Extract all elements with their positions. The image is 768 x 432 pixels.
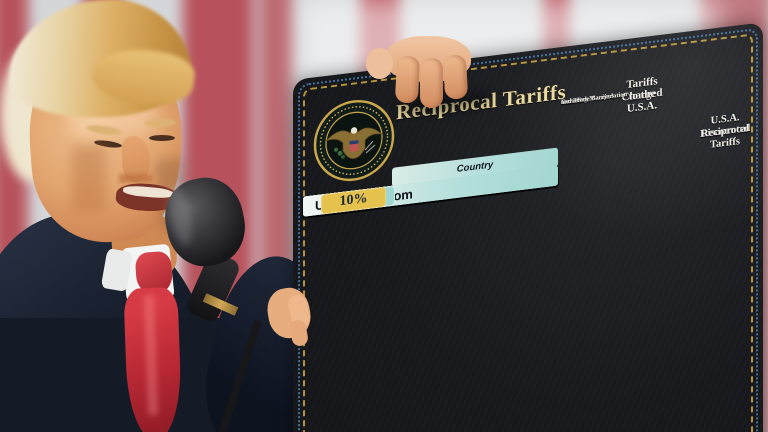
finger — [442, 54, 469, 100]
cheek-shading — [72, 146, 106, 212]
eye — [149, 135, 175, 141]
nose-shadow — [119, 174, 152, 183]
reciprocal-tariffs-board: Reciprocal Tariffs Tariffs Charged to th… — [293, 22, 763, 432]
finger — [394, 55, 421, 104]
thumb — [366, 48, 393, 79]
presidential-seal — [313, 99, 395, 182]
finger — [420, 58, 443, 108]
